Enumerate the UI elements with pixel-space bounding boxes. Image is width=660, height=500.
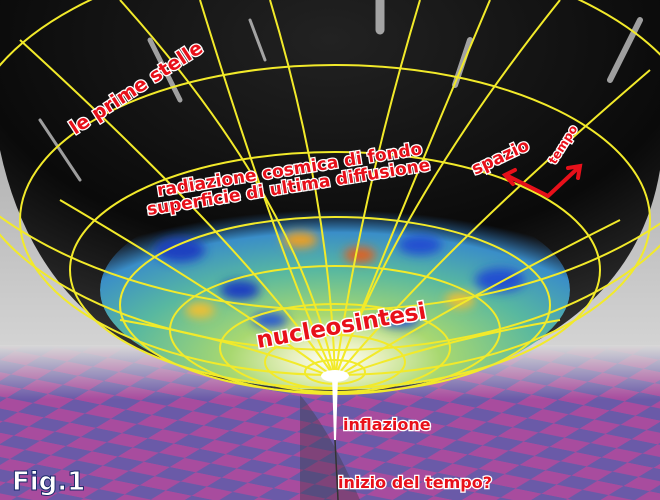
figure-label: Fig.1 (12, 467, 85, 497)
time-line (332, 376, 338, 440)
label-inflation: inflazione (343, 415, 431, 434)
axes-arrows (501, 163, 583, 198)
shadow (300, 395, 360, 500)
label-time-start: inizio del tempo? (338, 473, 492, 492)
time-line-lower (334, 439, 339, 500)
